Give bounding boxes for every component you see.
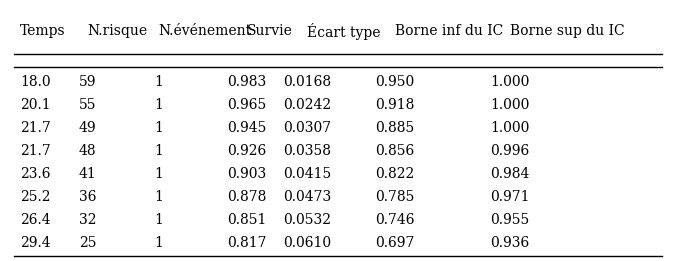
Text: 0.0532: 0.0532 (283, 213, 331, 227)
Text: 0.945: 0.945 (227, 121, 266, 135)
Text: 0.0610: 0.0610 (283, 236, 331, 250)
Text: N.risque: N.risque (88, 24, 148, 38)
Text: 1.000: 1.000 (490, 121, 529, 135)
Text: 0.984: 0.984 (490, 167, 529, 181)
Text: 0.983: 0.983 (227, 75, 266, 89)
Text: 21.7: 21.7 (20, 144, 51, 158)
Text: 0.885: 0.885 (375, 121, 414, 135)
Text: 36: 36 (79, 190, 97, 204)
Text: 49: 49 (79, 121, 97, 135)
Text: 0.996: 0.996 (490, 144, 529, 158)
Text: 0.955: 0.955 (490, 213, 529, 227)
Text: 26.4: 26.4 (20, 213, 51, 227)
Text: 29.4: 29.4 (20, 236, 51, 250)
Text: 0.851: 0.851 (227, 213, 266, 227)
Text: 48: 48 (79, 144, 97, 158)
Text: 0.0473: 0.0473 (283, 190, 331, 204)
Text: 0.878: 0.878 (227, 190, 266, 204)
Text: 1: 1 (154, 75, 163, 89)
Text: 0.785: 0.785 (375, 190, 414, 204)
Text: 41: 41 (79, 167, 97, 181)
Text: 25: 25 (79, 236, 97, 250)
Text: 1: 1 (154, 213, 163, 227)
Text: Borne inf du IC: Borne inf du IC (395, 24, 503, 38)
Text: Borne sup du IC: Borne sup du IC (510, 24, 624, 38)
Text: 59: 59 (79, 75, 97, 89)
Text: 20.1: 20.1 (20, 98, 51, 112)
Text: 1: 1 (154, 144, 163, 158)
Text: 0.0168: 0.0168 (283, 75, 331, 89)
Text: 0.971: 0.971 (490, 190, 529, 204)
Text: 0.0358: 0.0358 (283, 144, 331, 158)
Text: 23.6: 23.6 (20, 167, 51, 181)
Text: 18.0: 18.0 (20, 75, 51, 89)
Text: 1: 1 (154, 121, 163, 135)
Text: 0.822: 0.822 (375, 167, 414, 181)
Text: 0.950: 0.950 (375, 75, 414, 89)
Text: N.événement: N.événement (159, 24, 252, 38)
Text: 1: 1 (154, 98, 163, 112)
Text: 1: 1 (154, 236, 163, 250)
Text: 55: 55 (79, 98, 97, 112)
Text: 0.856: 0.856 (375, 144, 414, 158)
Text: 1: 1 (154, 167, 163, 181)
Text: 25.2: 25.2 (20, 190, 51, 204)
Text: 1.000: 1.000 (490, 75, 529, 89)
Text: 1.000: 1.000 (490, 98, 529, 112)
Text: 0.697: 0.697 (375, 236, 414, 250)
Text: 0.0242: 0.0242 (283, 98, 331, 112)
Text: Temps: Temps (20, 24, 66, 38)
Text: 1: 1 (154, 190, 163, 204)
Text: 21.7: 21.7 (20, 121, 51, 135)
Text: 0.0307: 0.0307 (283, 121, 331, 135)
Text: 0.746: 0.746 (375, 213, 414, 227)
Text: 0.965: 0.965 (227, 98, 266, 112)
Text: 0.903: 0.903 (227, 167, 266, 181)
Text: 0.926: 0.926 (227, 144, 266, 158)
Text: 0.0415: 0.0415 (283, 167, 331, 181)
Text: 0.936: 0.936 (490, 236, 529, 250)
Text: Survie: Survie (246, 24, 292, 38)
Text: Écart type: Écart type (307, 23, 381, 40)
Text: 0.817: 0.817 (227, 236, 266, 250)
Text: 32: 32 (79, 213, 97, 227)
Text: 0.918: 0.918 (375, 98, 414, 112)
